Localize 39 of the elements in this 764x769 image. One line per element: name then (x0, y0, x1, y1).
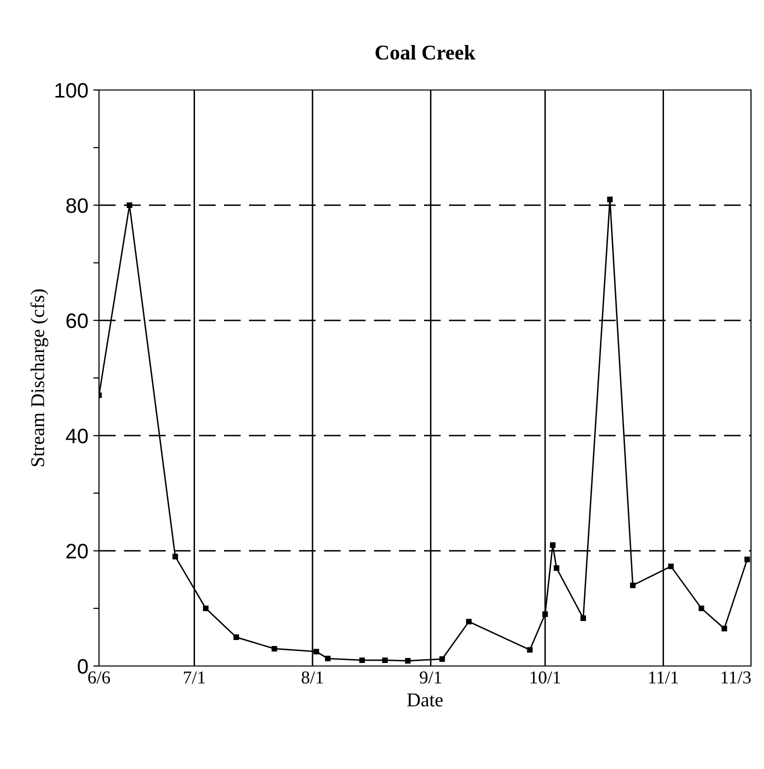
point (202, 606, 209, 612)
point (580, 615, 586, 621)
y-tick-label: 80 (66, 198, 88, 213)
y-tick-label: 0 (78, 659, 88, 674)
point (233, 634, 240, 640)
y-tick-label: 100 (55, 83, 88, 98)
point (698, 606, 704, 612)
point (126, 202, 132, 208)
point (324, 656, 331, 662)
y-tick-label: 60 (66, 313, 88, 328)
point (527, 647, 533, 653)
x-tick-label: 11/1 (649, 671, 678, 684)
x-axis-title: Date (407, 694, 443, 706)
point (630, 582, 636, 588)
point (172, 554, 178, 560)
x-tick-label: 10/1 (530, 671, 560, 684)
point (405, 658, 411, 664)
point (554, 565, 560, 571)
point (439, 656, 445, 662)
x-tick-label: 8/1 (302, 671, 323, 684)
x-tick-label: 9/1 (420, 671, 442, 684)
point (466, 618, 472, 624)
point (607, 196, 613, 202)
point (668, 564, 674, 570)
y-tick-label: 20 (66, 544, 88, 559)
point (272, 646, 278, 652)
x-tick-label: 6/6 (88, 671, 110, 684)
point (550, 542, 556, 548)
y-tick-label: 40 (66, 428, 88, 444)
chart-title: Coal Creek (376, 44, 476, 60)
point (382, 657, 388, 664)
x-tick-label: 7/1 (184, 671, 205, 684)
point (722, 626, 728, 632)
point (542, 611, 548, 617)
y-axis-title: Stream Discharge (cfs) (30, 289, 48, 466)
point (744, 556, 750, 562)
x-tick-label: 11/3 (722, 671, 751, 684)
point (359, 657, 365, 664)
point (314, 648, 320, 654)
